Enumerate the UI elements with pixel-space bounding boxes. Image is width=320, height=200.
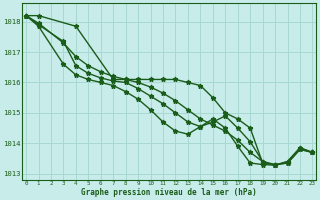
- X-axis label: Graphe pression niveau de la mer (hPa): Graphe pression niveau de la mer (hPa): [81, 188, 257, 197]
